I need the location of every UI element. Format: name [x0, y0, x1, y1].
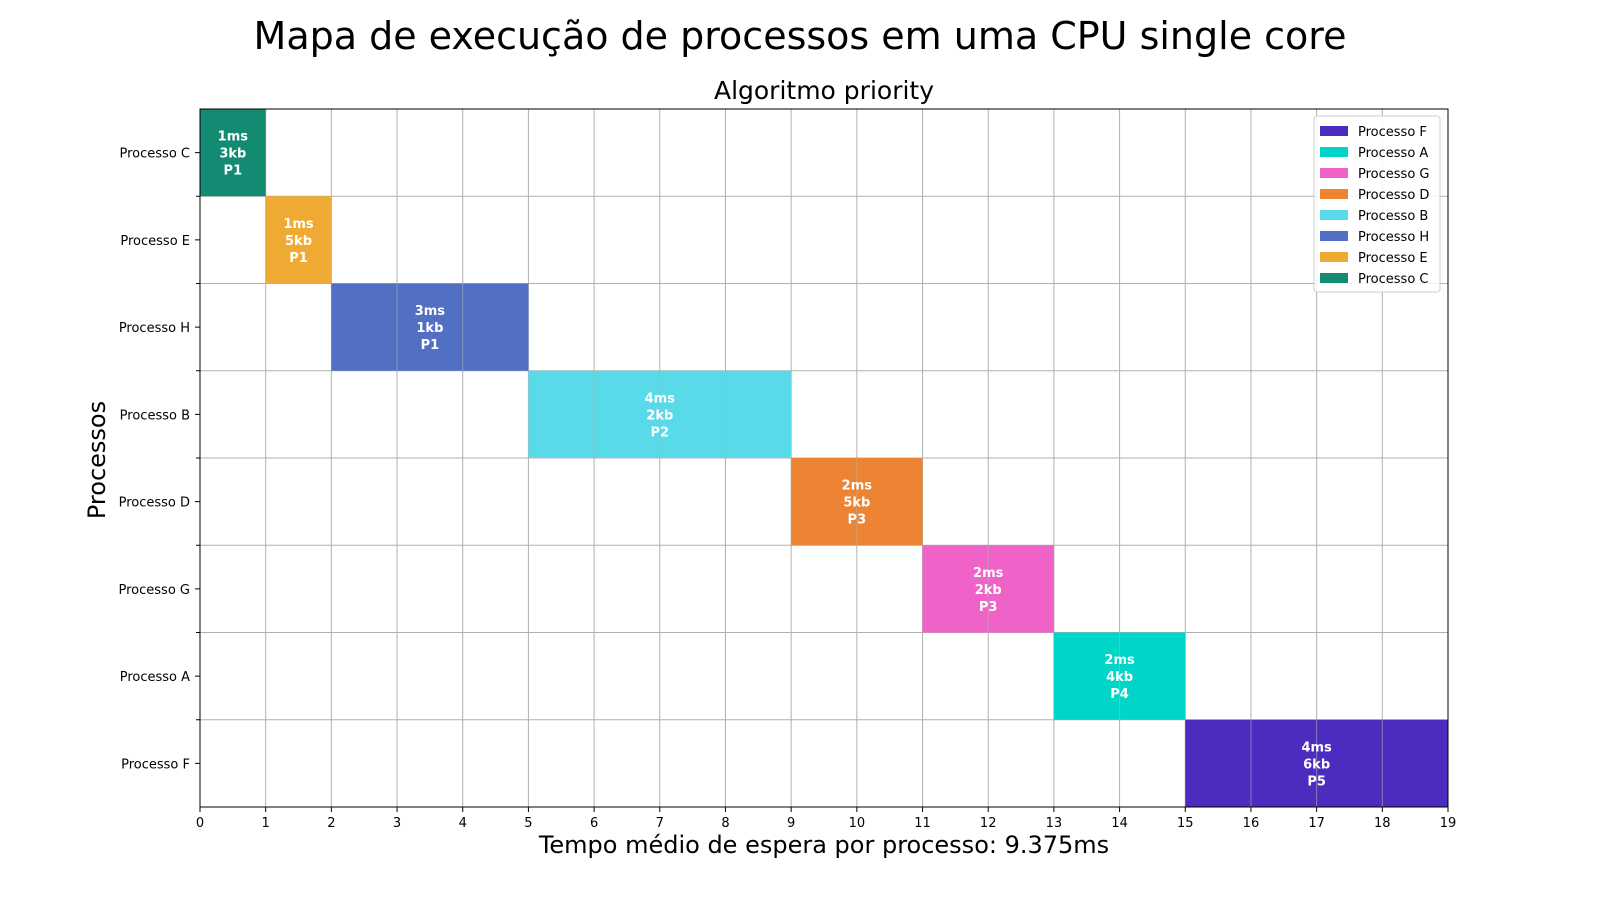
x-tick-label: 19: [1440, 816, 1457, 831]
bar-data-label: 4kb: [1106, 670, 1133, 685]
bar-data-label: P1: [421, 338, 440, 353]
legend-swatch: [1320, 210, 1348, 220]
y-tick-label: Processo H: [119, 321, 190, 336]
y-tick-label: Processo E: [120, 234, 190, 249]
bar-data-label: 2kb: [975, 583, 1002, 598]
bar-data-label: 2ms: [842, 479, 873, 494]
legend-entry-label: Processo D: [1358, 188, 1429, 203]
bar-data-label: P4: [1110, 687, 1129, 702]
y-tick-label: Processo C: [120, 147, 190, 162]
y-tick-label: Processo F: [121, 757, 190, 772]
bar-data-label: 6kb: [1303, 757, 1330, 772]
bar-data-label: P5: [1307, 774, 1326, 789]
x-tick-label: 12: [980, 816, 997, 831]
y-tick-label: Processo A: [120, 670, 190, 685]
bar-data-label: P3: [979, 600, 998, 615]
bar-data-label: 5kb: [285, 234, 312, 249]
bar-processo-e: [265, 196, 332, 284]
bar-data-label: 2ms: [1104, 653, 1135, 668]
bar-data-label: 3ms: [415, 304, 446, 319]
x-axis-label: Tempo médio de espera por processo: 9.37…: [538, 831, 1110, 859]
bar-data-label: 1ms: [218, 130, 249, 145]
legend: Processo F Processo A Processo G Processo D…: [1313, 115, 1441, 293]
bar-data-label: P3: [848, 513, 867, 528]
x-tick-label: 7: [656, 816, 664, 831]
legend-entry-label: Processo E: [1358, 251, 1428, 266]
x-tick-label: 9: [787, 816, 795, 831]
bars: 1ms 3kb P1 1ms 5kb P1 3ms 1kb P1 4ms 2kb P2 2ms 5kb P3…: [200, 109, 1448, 807]
bar-data-label: 1kb: [416, 321, 443, 336]
legend-swatch: [1320, 231, 1348, 241]
x-tick-label: 0: [196, 816, 204, 831]
x-tick-label: 8: [721, 816, 729, 831]
chart-subtitle: Algoritmo priority: [713, 76, 935, 105]
x-tick-label: 17: [1308, 816, 1325, 831]
bar-data-label: 2ms: [973, 566, 1004, 581]
legend-entry-label: Processo B: [1358, 209, 1428, 224]
bar-data-label: 1ms: [283, 217, 314, 232]
x-tick-label: 10: [849, 816, 866, 831]
x-tick-label: 6: [590, 816, 598, 831]
bar-data-label: 5kb: [843, 496, 870, 511]
bar-data-label: 3kb: [219, 147, 246, 162]
bar-processo-h: [331, 283, 529, 371]
bar-data-label: P1: [289, 251, 308, 266]
x-tick-label: 4: [459, 816, 467, 831]
x-tick-label: 16: [1243, 816, 1260, 831]
y-tick-label: Processo G: [119, 583, 190, 598]
legend-entry-label: Processo A: [1358, 146, 1428, 161]
legend-swatch: [1320, 147, 1348, 157]
bar-data-label: 4ms: [1301, 740, 1332, 755]
chart-title: Mapa de execução de processos em uma CPU…: [253, 14, 1347, 58]
legend-swatch: [1320, 252, 1348, 262]
legend-swatch: [1320, 273, 1348, 283]
bar-data-label: 4ms: [645, 391, 676, 406]
bar-data-label: P1: [224, 164, 243, 179]
x-tick-label: 13: [1046, 816, 1063, 831]
bar-processo-c: [200, 109, 266, 197]
x-tick-label: 5: [524, 816, 532, 831]
x-tick-label: 1: [262, 816, 270, 831]
legend-entry-label: Processo G: [1358, 167, 1429, 182]
x-tick-label: 11: [914, 816, 931, 831]
legend-entry-label: Processo H: [1358, 230, 1429, 245]
legend-entry-label: Processo C: [1358, 272, 1428, 287]
x-tick-label: 15: [1177, 816, 1194, 831]
legend-swatch: [1320, 126, 1348, 136]
x-tick-label: 14: [1111, 816, 1128, 831]
x-tick-label: 18: [1374, 816, 1391, 831]
x-tick-label: 2: [327, 816, 335, 831]
y-tick-label: Processo D: [119, 496, 190, 511]
legend-box: [1313, 115, 1441, 293]
legend-entry-label: Processo F: [1358, 125, 1427, 140]
bar-data-label: 2kb: [646, 408, 673, 423]
bar-data-label: P2: [651, 425, 670, 440]
legend-swatch: [1320, 168, 1348, 178]
x-tick-label: 3: [393, 816, 401, 831]
legend-swatch: [1320, 189, 1348, 199]
y-tick-label: Processo B: [120, 408, 190, 423]
